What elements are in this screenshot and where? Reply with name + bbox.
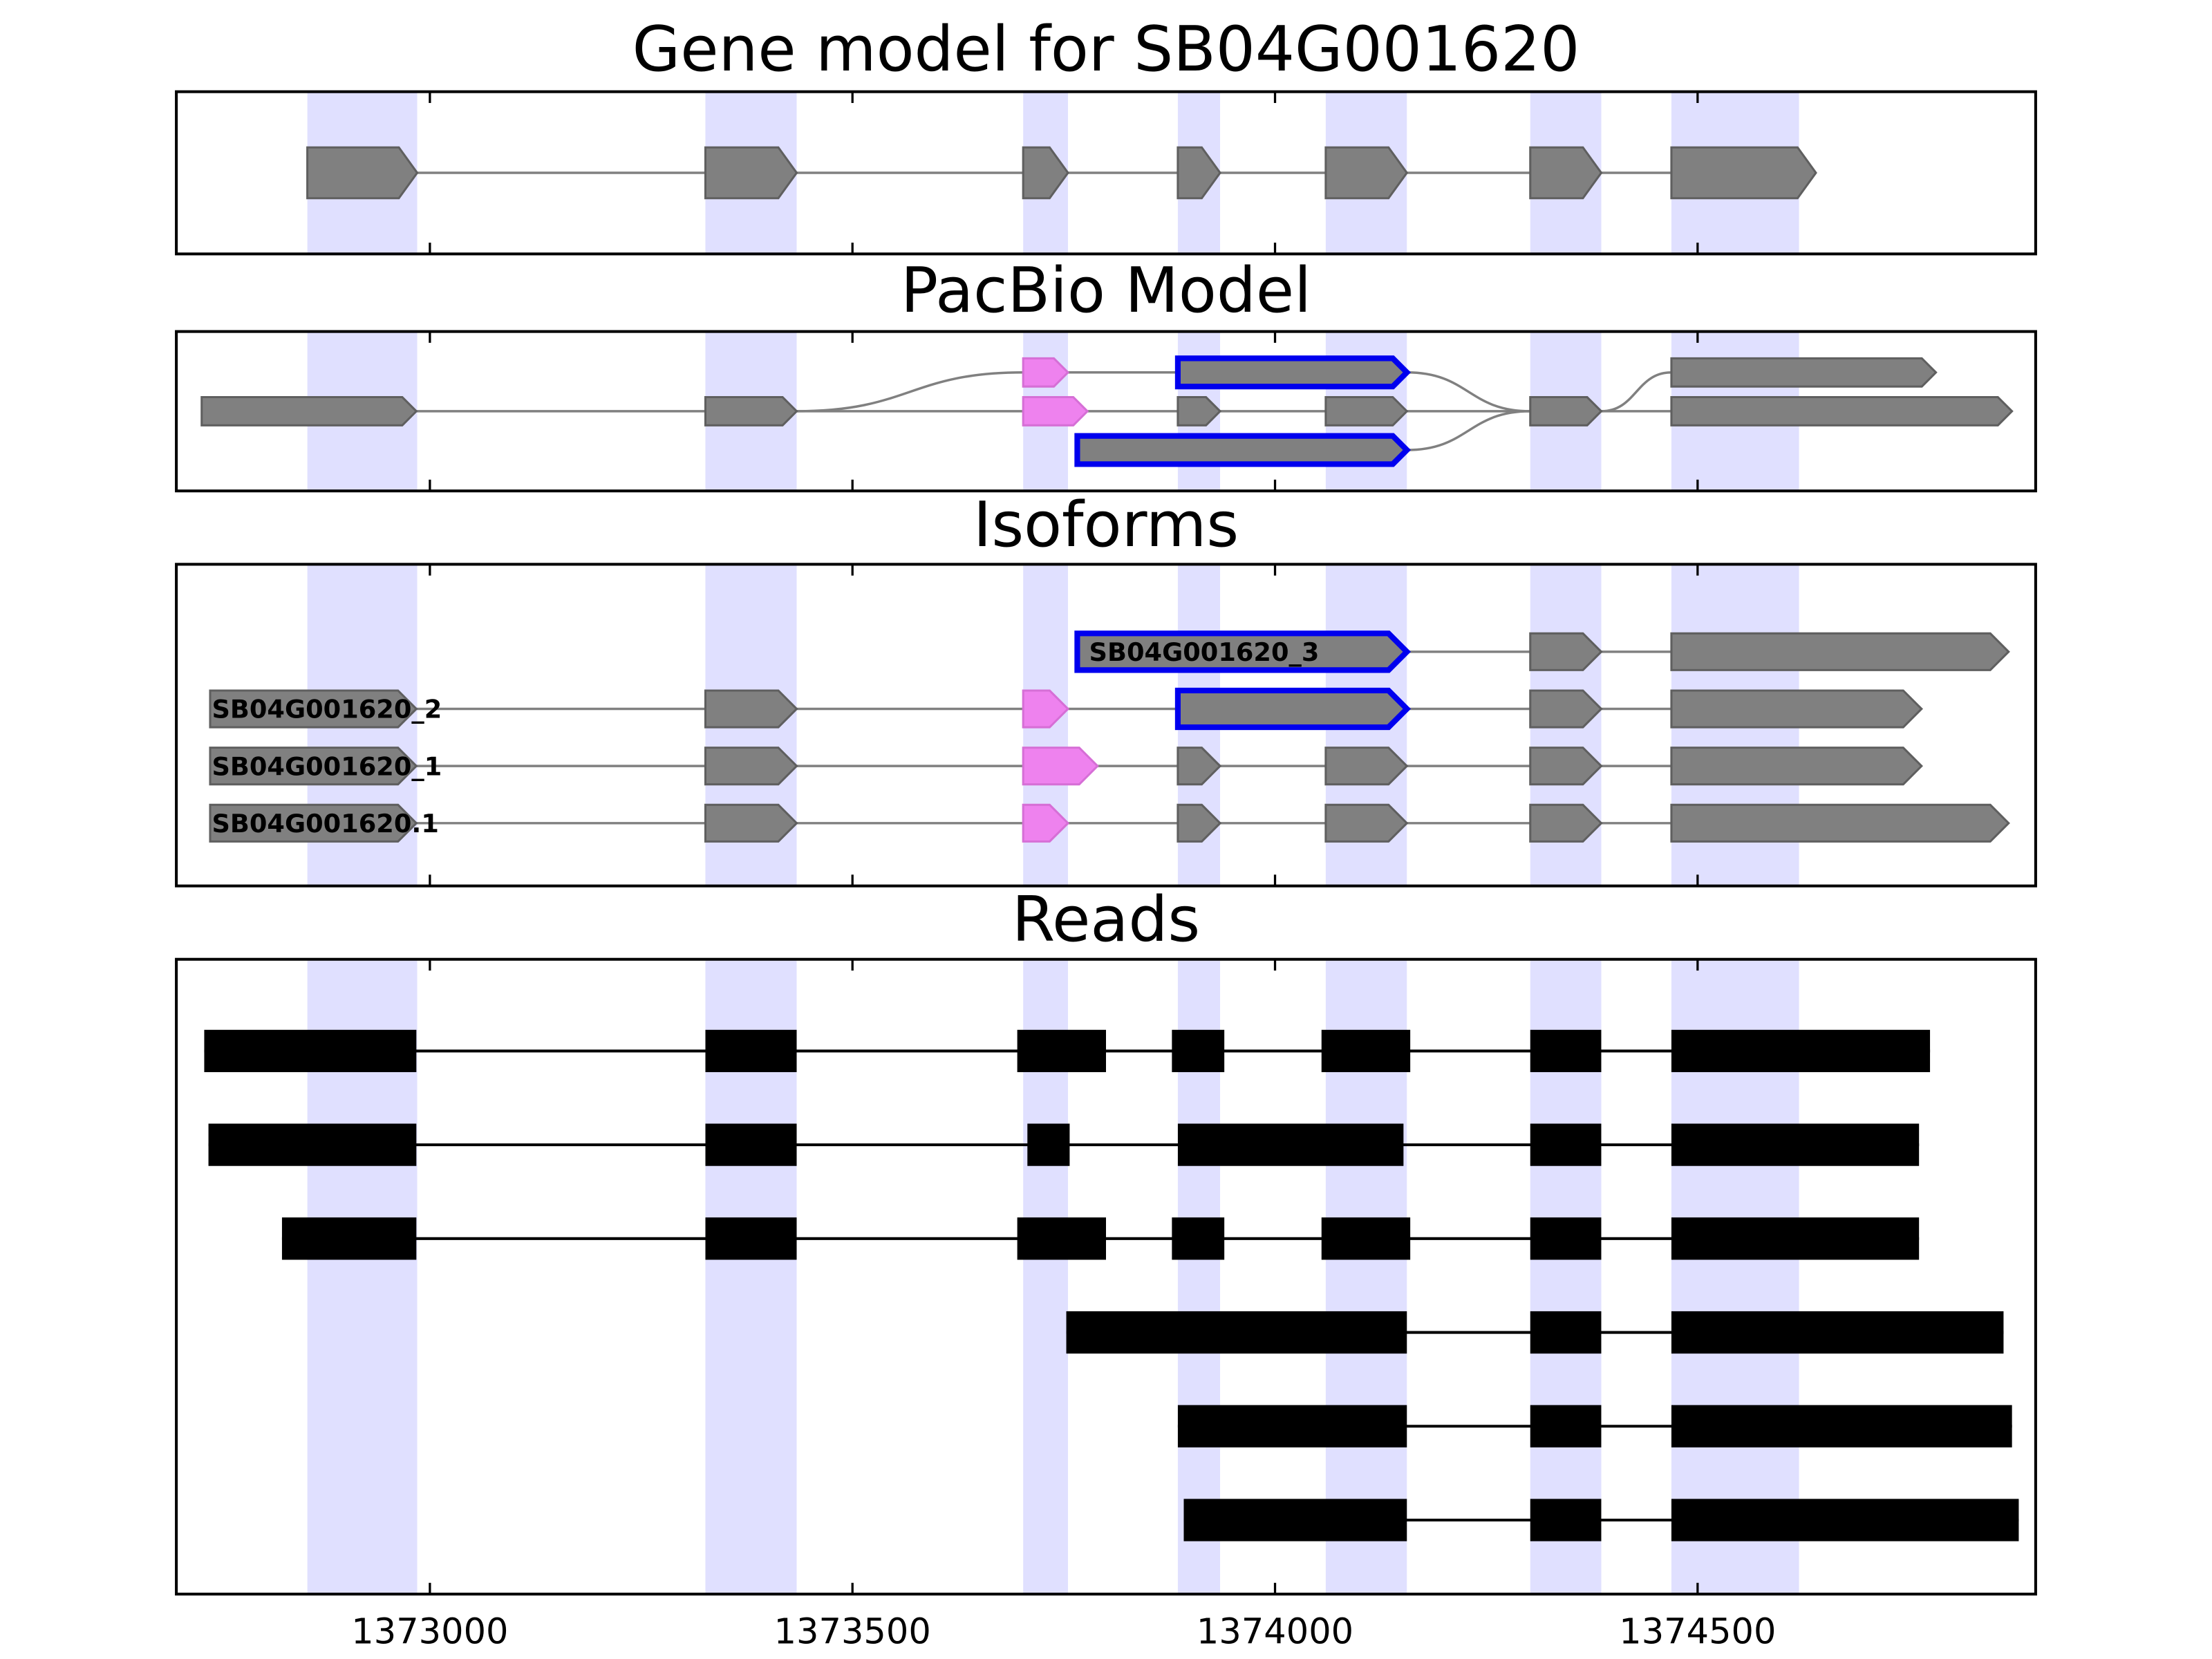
read-block bbox=[1530, 1405, 1602, 1447]
exon-blue bbox=[1174, 355, 1412, 390]
exon-gray bbox=[209, 689, 418, 729]
read-block bbox=[705, 1123, 797, 1166]
x-tick-label: 1374000 bbox=[1197, 1612, 1353, 1653]
read-block bbox=[1671, 1029, 1931, 1073]
read-block bbox=[1017, 1029, 1106, 1073]
exon-violet bbox=[1022, 689, 1070, 729]
exon-gray bbox=[1670, 803, 2010, 843]
read-block bbox=[1183, 1499, 1407, 1541]
exon-violet bbox=[1022, 357, 1070, 388]
exon-violet bbox=[1022, 747, 1099, 786]
isoform-label: SB04G001620_2 bbox=[212, 695, 442, 724]
x-tick-label: 1373500 bbox=[774, 1612, 931, 1653]
exon-gray bbox=[209, 747, 418, 786]
exon-gray bbox=[1670, 689, 1924, 729]
exon-gray bbox=[704, 395, 798, 427]
exon-gray bbox=[1529, 747, 1603, 786]
read-block bbox=[1530, 1217, 1602, 1260]
read-block bbox=[705, 1217, 797, 1260]
exon-gray bbox=[1529, 146, 1603, 200]
isoform-label: SB04G001620_1 bbox=[212, 751, 442, 781]
panel-title-pacbio: PacBio Model bbox=[901, 255, 1311, 327]
panel-isoforms: Isoforms SB04G001620_3 SB04G001620_2 SB04G0… bbox=[175, 489, 2037, 888]
exon-gray bbox=[704, 803, 798, 843]
exon-gray bbox=[1022, 146, 1069, 200]
splice-edge-curve bbox=[1407, 371, 1530, 413]
panel-border bbox=[175, 90, 2037, 256]
panel-border bbox=[175, 563, 2037, 888]
exon-gray bbox=[1177, 747, 1222, 786]
read-block bbox=[1671, 1405, 2012, 1447]
read-block bbox=[1671, 1123, 1920, 1166]
splice-edge-curve bbox=[1601, 371, 1671, 413]
splice-edge-curve bbox=[1407, 410, 1530, 451]
read-block bbox=[1671, 1217, 1920, 1260]
exon-gray bbox=[306, 146, 419, 200]
read-block bbox=[1530, 1311, 1602, 1354]
read-block bbox=[1530, 1029, 1602, 1073]
read-block bbox=[705, 1029, 797, 1073]
read-block bbox=[1177, 1123, 1404, 1166]
exon-blue bbox=[1174, 687, 1412, 731]
x-tick-label: 1374500 bbox=[1619, 1612, 1776, 1653]
exon-gray bbox=[1324, 395, 1409, 427]
exon-gray bbox=[1529, 395, 1603, 427]
exon-gray bbox=[704, 747, 798, 786]
exon-gray bbox=[1529, 689, 1603, 729]
panel-title-isoforms: Isoforms bbox=[973, 489, 1239, 561]
exon-violet bbox=[1022, 395, 1089, 427]
exon-blue bbox=[1074, 433, 1412, 467]
exon-gray bbox=[1177, 395, 1222, 427]
read-block bbox=[1172, 1217, 1225, 1260]
exon-gray bbox=[1324, 146, 1409, 200]
exon-gray bbox=[1670, 395, 2014, 427]
panel-pacbio: PacBio Model bbox=[175, 255, 2037, 493]
splice-edge-curve bbox=[796, 371, 1024, 413]
read-block bbox=[1530, 1499, 1602, 1541]
read-block bbox=[281, 1217, 417, 1260]
read-block bbox=[1321, 1029, 1411, 1073]
exon-gray bbox=[1670, 747, 1924, 786]
read-block bbox=[1671, 1311, 2004, 1354]
exon-gray bbox=[1670, 632, 2010, 671]
read-block bbox=[1530, 1123, 1602, 1166]
exon-violet bbox=[1022, 803, 1070, 843]
panel-border bbox=[175, 330, 2037, 493]
exon-gray bbox=[704, 146, 798, 200]
exon-blue bbox=[1074, 630, 1412, 673]
exon-gray bbox=[1529, 803, 1603, 843]
panel-reads: Reads bbox=[175, 884, 2037, 1596]
exon-gray bbox=[1177, 803, 1222, 843]
isoform-label: SB04G001620_3 bbox=[1089, 637, 1320, 667]
exon-gray bbox=[1324, 803, 1409, 843]
exon-gray bbox=[209, 803, 418, 843]
exon-gray bbox=[1529, 632, 1603, 671]
read-block bbox=[1177, 1405, 1407, 1447]
exon-gray bbox=[1177, 146, 1221, 200]
panel-title-reads: Reads bbox=[1012, 884, 1200, 956]
exon-gray bbox=[1324, 747, 1409, 786]
panel-gene_model: Gene model for SB04G001620 bbox=[175, 14, 2037, 256]
exon-gray bbox=[704, 689, 798, 729]
exon-gray bbox=[200, 395, 418, 427]
exon-gray bbox=[1670, 357, 1938, 388]
read-block bbox=[1671, 1499, 2019, 1541]
exon-gray bbox=[1670, 146, 1817, 200]
panel-title-gene_model: Gene model for SB04G001620 bbox=[632, 14, 1580, 86]
read-block bbox=[1321, 1217, 1411, 1260]
read-block bbox=[204, 1029, 417, 1073]
read-block bbox=[1066, 1311, 1407, 1354]
read-block bbox=[208, 1123, 417, 1166]
x-tick-label: 1373000 bbox=[351, 1612, 508, 1653]
isoform-label: SB04G001620.1 bbox=[212, 809, 438, 838]
read-block bbox=[1017, 1217, 1106, 1260]
read-block bbox=[1027, 1123, 1070, 1166]
panel-border bbox=[175, 957, 2037, 1596]
read-block bbox=[1172, 1029, 1225, 1073]
